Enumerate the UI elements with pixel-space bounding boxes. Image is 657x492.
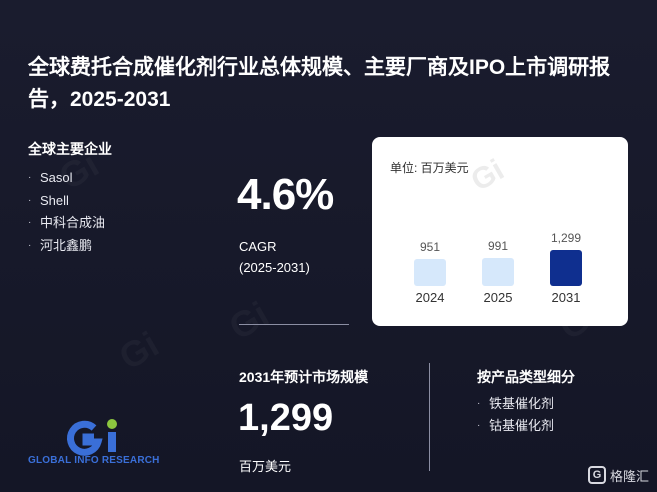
- bar-value-label: 1,299: [551, 231, 581, 245]
- company-item: · Shell: [28, 190, 105, 213]
- companies-list: · Sasol · Shell · 中科合成油 · 河北鑫鹏: [28, 167, 105, 257]
- company-item: · 河北鑫鹏: [28, 235, 105, 258]
- corner-badge[interactable]: G 格隆汇: [587, 464, 649, 486]
- cagr-period: (2025-2031): [239, 260, 310, 275]
- badge-text: 格隆汇: [609, 468, 649, 484]
- company-item: · 中科合成油: [28, 212, 105, 235]
- report-title: 全球费托合成催化剂行业总体规模、主要厂商及IPO上市调研报告，2025-2031: [28, 56, 611, 111]
- logo-text: GLOBAL INFO RESEARCH: [28, 455, 160, 466]
- segment-name: 铁基催化剂: [489, 396, 555, 411]
- cagr-value: 4.6%: [237, 170, 334, 219]
- segment-item: · 铁基催化剂: [477, 393, 554, 415]
- cagr-label-text: CAGR: [239, 239, 277, 254]
- market-heading: 2031年预计市场规模: [239, 369, 369, 385]
- divider: [239, 324, 349, 325]
- bar-chart: 951 2024 991 2025 1,299 2031: [414, 231, 582, 305]
- cagr-label: CAGR (2025-2031): [239, 236, 310, 278]
- bullet-icon: ·: [28, 194, 32, 206]
- company-item: · Sasol: [28, 167, 105, 190]
- company-name: 中科合成油: [40, 215, 106, 230]
- companies-heading: 全球主要企业: [28, 141, 112, 157]
- company-name: Sasol: [40, 170, 73, 185]
- company-name: 河北鑫鹏: [40, 237, 93, 253]
- bullet-icon: ·: [477, 420, 481, 431]
- market-value: 1,299: [238, 397, 334, 439]
- category-label: 2025: [484, 290, 513, 305]
- company-name: Shell: [40, 192, 69, 208]
- chart-card: Gi 单位: 百万美元 951 2024 991 2025 1,299 2031: [372, 137, 628, 326]
- segment-name: 钴基催化剂: [489, 418, 555, 433]
- bar-value-label: 991: [488, 239, 508, 253]
- segments-heading: 按产品类型细分: [477, 369, 575, 385]
- vertical-divider: [429, 363, 430, 471]
- bullet-icon: ·: [28, 239, 32, 251]
- market-unit: 百万美元: [239, 459, 292, 474]
- chart-unit-label: 单位: 百万美元: [390, 161, 469, 175]
- segment-item: · 钴基催化剂: [477, 415, 554, 437]
- bullet-icon: ·: [477, 398, 481, 409]
- bullet-icon: ·: [28, 217, 32, 228]
- bar-value-label: 951: [420, 240, 440, 254]
- category-label: 2031: [552, 290, 581, 305]
- bar-2025: [482, 257, 514, 286]
- bar-2024: [414, 259, 446, 286]
- segments-list: · 铁基催化剂 · 钴基催化剂: [477, 393, 554, 437]
- gelonghui-logo-icon: G: [587, 466, 606, 484]
- bar-2031: [550, 250, 582, 286]
- bullet-icon: ·: [28, 172, 32, 183]
- category-label: 2024: [416, 290, 445, 305]
- gir-logo-icon: [67, 419, 117, 456]
